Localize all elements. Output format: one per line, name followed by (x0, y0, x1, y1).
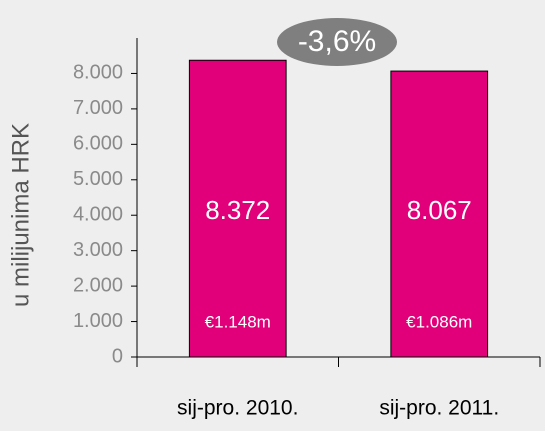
y-tick-label: 8.000 (73, 62, 123, 84)
bar (390, 70, 489, 358)
value-label: 8.067 (407, 195, 472, 225)
change-label: -3,6% (298, 25, 376, 58)
value-label: 8.372 (205, 195, 270, 225)
y-tick-label: 1.000 (73, 310, 123, 332)
y-tick-label: 7.000 (73, 97, 123, 119)
y-tick-label: 5.000 (73, 168, 123, 190)
bar-annotation: €1.086m (406, 312, 472, 331)
change-badge (277, 18, 397, 66)
y-axis-label: u milijunima HRK (7, 123, 34, 307)
x-tick-label: sij-pro. 2010. (177, 397, 298, 420)
y-tick-label: 4.000 (73, 204, 123, 226)
bar (188, 59, 287, 358)
y-tick-label: 0 (112, 345, 123, 367)
x-tick-label: sij-pro. 2011. (379, 397, 499, 420)
y-tick-label: 3.000 (73, 239, 123, 261)
y-tick-label: 6.000 (73, 133, 123, 155)
y-tick-label: 2.000 (73, 274, 123, 296)
bar-annotation: €1.148m (205, 312, 271, 331)
